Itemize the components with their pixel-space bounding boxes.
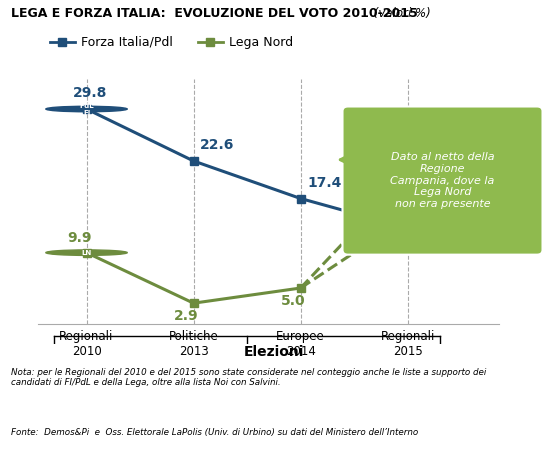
Text: 14.8: 14.8 bbox=[413, 196, 448, 210]
Text: Elezioni: Elezioni bbox=[244, 345, 304, 359]
Circle shape bbox=[46, 250, 127, 256]
Circle shape bbox=[46, 106, 127, 112]
Text: 17.9: 17.9 bbox=[368, 188, 398, 201]
Text: 2.9: 2.9 bbox=[174, 309, 199, 323]
Text: PdL
FI: PdL FI bbox=[79, 102, 94, 116]
Text: 13.3: 13.3 bbox=[414, 234, 448, 248]
Text: 17.4: 17.4 bbox=[307, 176, 341, 190]
Text: (valori %): (valori %) bbox=[370, 7, 431, 20]
Text: Dato al netto della
Regione
Campania, dove la
Lega Nord
non era presente: Dato al netto della Regione Campania, do… bbox=[390, 152, 495, 209]
Text: 5.0: 5.0 bbox=[281, 294, 306, 308]
Text: Nota: per le Regionali del 2010 e del 2015 sono state considerate nel conteggio : Nota: per le Regionali del 2010 e del 20… bbox=[11, 368, 486, 388]
Text: 22.6: 22.6 bbox=[200, 138, 235, 152]
Text: Fonte:  Demos&Pi  e  Oss. Elettorale LaPolis (Univ. di Urbino) su dati del Minis: Fonte: Demos&Pi e Oss. Elettorale LaPoli… bbox=[11, 428, 418, 437]
Text: LN: LN bbox=[82, 250, 92, 256]
Text: LEGA E FORZA ITALIA:  EVOLUZIONE DEL VOTO 2010-2015: LEGA E FORZA ITALIA: EVOLUZIONE DEL VOTO… bbox=[11, 7, 418, 20]
Text: 29.8: 29.8 bbox=[73, 87, 107, 100]
Text: 9.9: 9.9 bbox=[67, 232, 92, 245]
Text: 13.3: 13.3 bbox=[414, 222, 448, 236]
Legend: Forza Italia/Pdl, Lega Nord: Forza Italia/Pdl, Lega Nord bbox=[44, 31, 298, 54]
